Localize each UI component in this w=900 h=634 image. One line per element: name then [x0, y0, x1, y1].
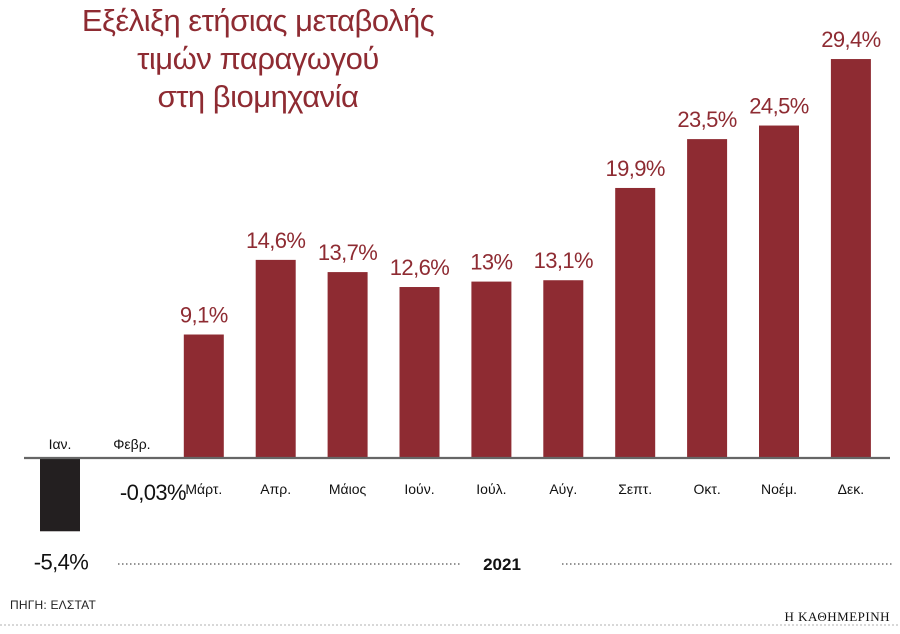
chart-title: Εξέλιξη ετήσιας μεταβολής τιμών παραγωγο…: [28, 2, 488, 116]
value-label-5: 12,6%: [390, 255, 449, 280]
bar-8: [615, 187, 656, 458]
value-label-3: 14,6%: [246, 228, 305, 253]
category-label-2: Μάρτ.: [185, 481, 222, 497]
chart-title-line-3: στη βιομηχανία: [157, 79, 359, 114]
category-label-10: Νοέμ.: [761, 481, 797, 497]
year-label: 2021: [483, 555, 521, 574]
category-label-5: Ιούν.: [404, 481, 434, 497]
bar-3: [255, 259, 296, 458]
publisher-logo: Η ΚΑΘΗΜΕΡΙΝΗ: [784, 609, 890, 624]
bar-9: [687, 139, 728, 459]
category-label-3: Απρ.: [260, 481, 291, 497]
bar-0: [40, 458, 80, 532]
value-label-10: 24,5%: [749, 94, 808, 119]
bar-2: [183, 334, 224, 458]
category-label-9: Οκτ.: [693, 481, 720, 497]
value-label-8: 19,9%: [606, 156, 665, 181]
bar-6: [471, 281, 512, 458]
value-label-9: 23,5%: [677, 107, 736, 132]
value-label-1: -0,03%: [120, 480, 186, 505]
category-label-0: Ιαν.: [49, 436, 72, 452]
source-note: ΠΗΓΗ: ΕΛΣΤΑΤ: [10, 598, 96, 612]
value-label-11: 29,4%: [821, 27, 880, 52]
chart-title-line-1: Εξέλιξη ετήσιας μεταβολής: [81, 3, 435, 38]
category-label-6: Ιούλ.: [476, 481, 506, 497]
category-label-1: Φεβρ.: [113, 436, 150, 452]
value-label-7: 13,1%: [534, 248, 593, 273]
bar-11: [830, 59, 871, 459]
category-label-11: Δεκ.: [838, 481, 864, 497]
chart-title-line-2: τιμών παραγωγού: [137, 41, 379, 76]
bar-10: [759, 125, 799, 458]
value-label-4: 13,7%: [318, 240, 377, 265]
category-label-4: Μάιος: [329, 481, 367, 497]
bar-4: [327, 272, 368, 458]
value-label-2: 9,1%: [180, 303, 228, 328]
category-label-7: Αύγ.: [549, 481, 577, 497]
value-label-6: 13%: [470, 250, 512, 275]
bar-7: [543, 280, 584, 458]
category-label-8: Σεπτ.: [618, 481, 652, 497]
bar-5: [399, 287, 440, 458]
value-label-0: -5,4%: [34, 549, 89, 574]
